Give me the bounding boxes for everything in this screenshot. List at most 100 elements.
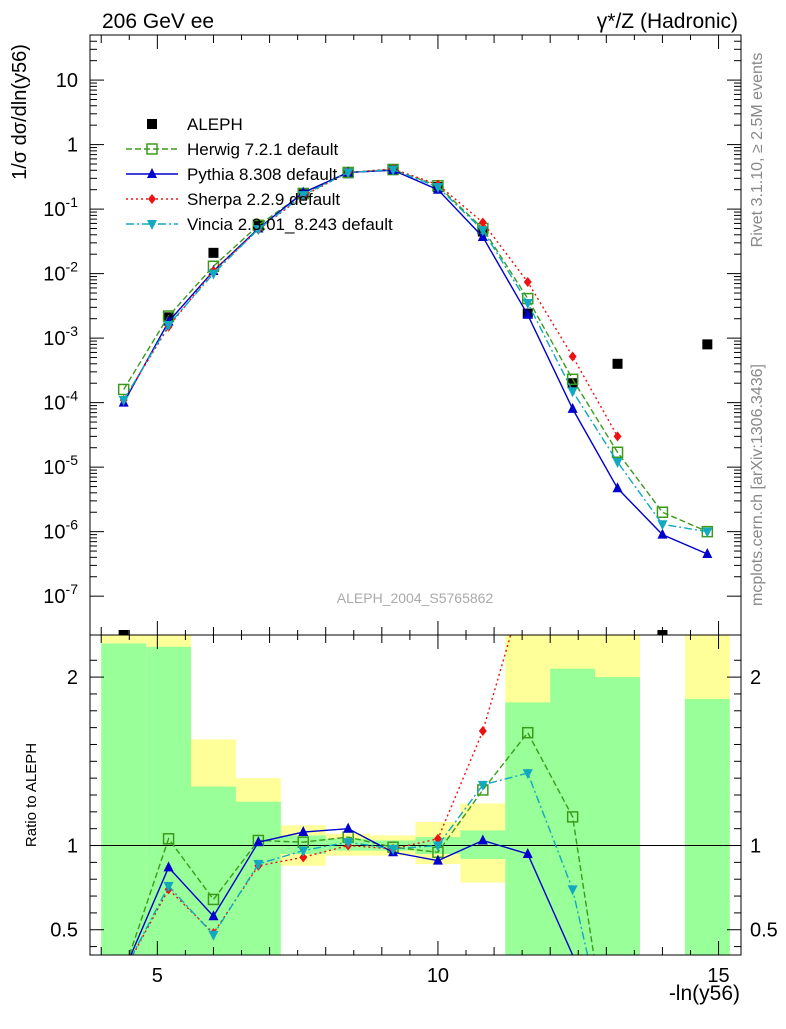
main-point-4-11 (612, 458, 623, 469)
main-point-4-5 (343, 168, 354, 179)
ratio-series-1 (130, 822, 574, 955)
legend-label-2: Pythia 8.308 default (187, 165, 338, 184)
band-green-4 (280, 835, 326, 854)
ratio-point-0-9 (521, 726, 534, 739)
ratio-line-0 (128, 731, 595, 955)
ratio-point-3-1 (163, 881, 174, 892)
main-point-0-10 (567, 378, 578, 389)
main-point-2-11 (612, 482, 623, 493)
main-point-0-13 (702, 339, 713, 350)
ratio-point-1-4 (298, 826, 309, 837)
main-line-3 (123, 168, 619, 437)
legend-marker-4 (147, 220, 157, 230)
ratio-point-3-7 (432, 841, 443, 852)
main-point-2-10 (567, 402, 578, 413)
ratio-point-3-2 (208, 930, 219, 941)
main-point-3-9 (523, 277, 532, 288)
main-point-0-0 (118, 630, 129, 635)
main-point-4-4 (298, 191, 309, 202)
xtick-label-0: 5 (152, 965, 163, 987)
main-point-2-12 (657, 528, 668, 539)
main-ylabel: 1/σ dσ/dln(y56) (9, 44, 31, 180)
band-green-13 (684, 699, 730, 955)
main-ytick-label-5: 10-2 (43, 259, 78, 286)
main-point-2-9 (522, 308, 533, 319)
band-green-1 (146, 646, 192, 955)
ratio-ytick-label-right-1: 1 (750, 836, 761, 858)
rivet-label: Rivet 3.1.10, ≥ 2.5M events (749, 53, 766, 248)
ratio-point-1-5 (343, 822, 354, 833)
main-point-3-10 (568, 351, 577, 362)
main-ytick-label-0: 10-7 (43, 581, 78, 608)
main-point-2-13 (702, 548, 713, 559)
band-green-2 (191, 786, 236, 955)
ratio-xlabel: -ln(y56) (669, 982, 740, 1005)
ratio-ytick-label-1: 1 (67, 836, 78, 858)
main-series-4 (118, 165, 713, 538)
ratio-series-3 (131, 769, 589, 955)
ratio-point-0-1 (162, 833, 175, 845)
main-ytick-label-7: 1 (67, 135, 78, 157)
ratio-point-3-9 (522, 769, 533, 780)
main-point-4-10 (567, 387, 578, 398)
ratio-point-1-2 (208, 910, 219, 921)
ratio-series-layer (128, 635, 595, 955)
ratio-point-1-7 (432, 854, 443, 865)
ratio-ylabel: Ratio to ALEPH (23, 743, 40, 847)
ratio-line-3 (131, 772, 589, 955)
ratio-point-3-5 (343, 838, 354, 849)
ratio-point-1-9 (522, 847, 533, 858)
main-point-4-12 (657, 520, 668, 531)
main-point-4-2 (208, 269, 219, 280)
legend-label-1: Herwig 7.2.1 default (187, 140, 338, 159)
ratio-point-2-7 (433, 833, 442, 844)
main-point-1-0 (117, 383, 130, 396)
main-point-3-11 (613, 431, 622, 442)
legend-label-3: Sherpa 2.2.9 default (187, 190, 340, 209)
main-ytick-label-4: 10-3 (43, 323, 78, 350)
legend-label-0: ALEPH (187, 115, 243, 134)
ratio-point-1-3 (253, 836, 264, 847)
band-green-0 (101, 643, 147, 955)
ratio-ytick-label-2: 2 (67, 667, 78, 689)
xtick-label-2: 15 (707, 965, 729, 987)
main-series-layer (117, 163, 714, 635)
band-green-9 (505, 702, 551, 955)
axis-ticks: 5 10 15 10-7 10-6 10-5 10-4 10-3 10-2 10-1 1 10 0.5 0… (43, 35, 778, 987)
legend-marker-1 (146, 143, 158, 155)
ratio-ytick-label-0: 0.5 (50, 920, 78, 942)
main-point-0-2 (208, 247, 219, 258)
main-line-4 (123, 168, 708, 533)
main-series-0 (118, 163, 713, 635)
legend: ALEPH Herwig 7.2.1 default Pythia 8.308 de… (126, 115, 393, 234)
main-point-4-9 (522, 299, 533, 310)
main-ytick-label-8: 10 (56, 70, 78, 92)
ratio-point-0-10 (566, 811, 579, 823)
main-point-4-8 (477, 226, 488, 237)
ratio-point-3-8 (477, 780, 488, 791)
legend-marker-2 (147, 168, 157, 178)
ratio-uncertainty-bands (90, 635, 741, 955)
ratio-point-3-10 (567, 885, 578, 896)
ratio-point-1-1 (163, 861, 174, 872)
ratio-point-3-4 (298, 846, 309, 857)
main-ytick-label-2: 10-5 (43, 452, 78, 479)
main-ytick-label-1: 10-6 (43, 517, 78, 544)
main-point-4-3 (253, 225, 264, 236)
ratio-point-2-4 (299, 852, 308, 863)
main-point-4-13 (702, 527, 713, 538)
ratio-ytick-label-right-0: 0.5 (750, 920, 778, 942)
main-point-1-12 (656, 506, 669, 518)
legend-marker-0 (147, 119, 157, 129)
ratio-point-2-8 (478, 726, 487, 736)
xtick-label-1: 10 (427, 965, 449, 987)
ratio-point-0-2 (207, 893, 220, 906)
legend-marker-3 (148, 194, 156, 204)
header-right: γ*/Z (Hadronic) (597, 10, 738, 33)
mcplots-label: mcplots.cern.ch [arXiv:1306.3436] (749, 364, 766, 606)
main-point-4-7 (432, 183, 443, 194)
ratio-ytick-label-right-2: 2 (750, 667, 761, 689)
header-left: 206 GeV ee (102, 10, 214, 33)
main-point-1-11 (611, 446, 624, 459)
